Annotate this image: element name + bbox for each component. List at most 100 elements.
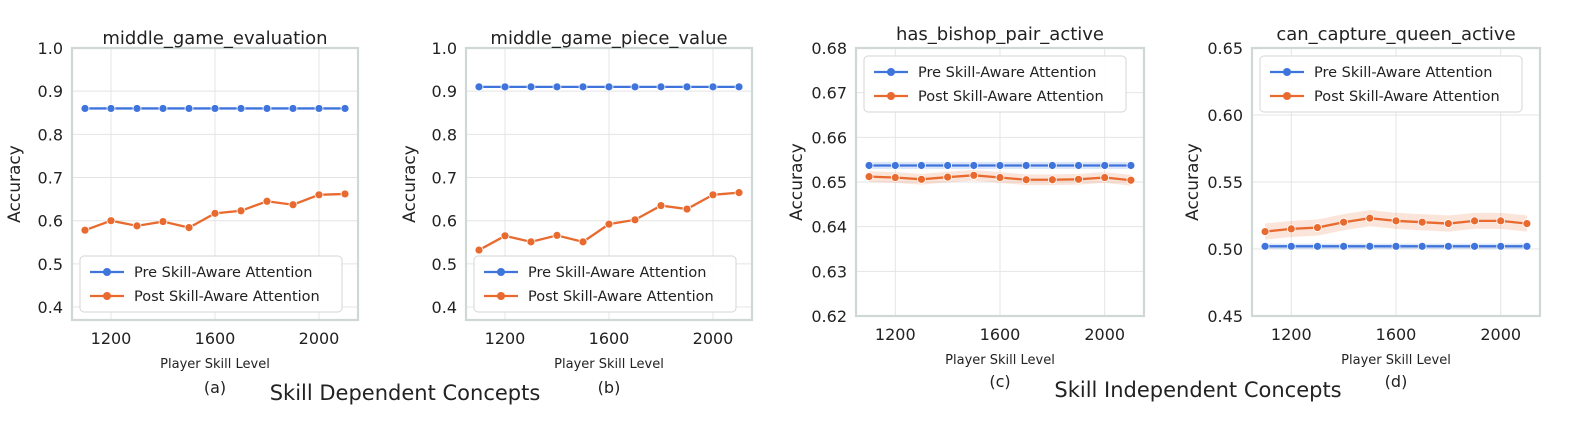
data-point — [1496, 241, 1506, 251]
data-point — [943, 161, 953, 170]
plot-frame — [70, 46, 360, 322]
y-tick-label: 0.8 — [432, 125, 457, 144]
data-point — [500, 231, 510, 241]
y-tick-label: 0.65 — [811, 173, 847, 192]
panel-sublabel: (b) — [598, 378, 621, 397]
data-point — [1260, 227, 1270, 236]
data-point — [708, 190, 718, 200]
data-point — [995, 161, 1005, 170]
data-point — [158, 104, 168, 113]
data-point — [1047, 175, 1057, 185]
data-point — [1021, 161, 1031, 170]
legend-marker — [103, 268, 111, 276]
data-point — [340, 189, 350, 199]
data-point — [1339, 241, 1349, 251]
data-point — [236, 104, 246, 113]
y-tick-label: 0.63 — [811, 262, 847, 281]
data-point — [1313, 241, 1322, 251]
x-tick-label: 1600 — [1376, 325, 1417, 344]
data-point — [314, 190, 324, 200]
data-point — [917, 174, 926, 184]
data-point — [552, 82, 562, 92]
group-label-skill-dependent: Skill Dependent Concepts — [270, 381, 541, 405]
data-point — [1391, 216, 1401, 226]
data-point — [526, 82, 536, 92]
legend-marker — [1283, 68, 1291, 76]
data-point — [890, 173, 900, 182]
data-point — [210, 104, 220, 113]
data-point — [890, 161, 900, 170]
y-tick-label: 0.45 — [1207, 307, 1243, 326]
legend-label: Post Skill-Aware Attention — [134, 289, 320, 305]
data-point — [1074, 174, 1083, 184]
x-axis-label: Player Skill Level — [1341, 353, 1451, 368]
plot-frame — [1250, 46, 1542, 318]
legend: Pre Skill-Aware Attention Post Skill-Awar… — [79, 255, 343, 313]
legend-label: Post Skill-Aware Attention — [918, 89, 1104, 105]
data-point — [1126, 161, 1136, 170]
data-point — [604, 219, 614, 229]
y-tick-label: 0.64 — [811, 218, 847, 237]
plot-frame — [464, 46, 754, 322]
data-point — [1443, 241, 1453, 251]
data-point — [210, 208, 220, 218]
legend-box — [79, 255, 343, 313]
data-point — [552, 230, 562, 240]
x-tick-label: 1200 — [875, 325, 916, 344]
y-axis-label: Accuracy — [1183, 143, 1203, 221]
data-point — [526, 237, 536, 247]
data-point — [1443, 219, 1453, 228]
data-point — [288, 200, 298, 210]
legend-marker — [887, 92, 895, 100]
data-point — [969, 161, 979, 170]
chart-panel-c: 0.62 0.63 0.64 0.65 0.66 0.67 0.68 1200 1600 2000… — [787, 24, 1146, 391]
y-tick-label: 0.6 — [432, 212, 457, 231]
data-point — [1365, 241, 1375, 251]
legend-label: Pre Skill-Aware Attention — [918, 65, 1096, 81]
data-point — [656, 82, 666, 92]
y-tick-label: 0.9 — [38, 82, 63, 101]
data-point — [1100, 173, 1110, 182]
chart-title: has_bishop_pair_active — [896, 24, 1104, 45]
y-tick-label: 1.0 — [38, 39, 63, 58]
data-point — [1522, 219, 1532, 228]
data-point — [132, 104, 142, 113]
legend-label: Pre Skill-Aware Attention — [1314, 65, 1492, 81]
data-point — [864, 161, 874, 170]
y-tick-label: 0.7 — [38, 169, 63, 188]
data-point — [734, 82, 744, 92]
data-point — [995, 173, 1005, 182]
panel-sublabel: (a) — [204, 378, 226, 397]
data-point — [1365, 213, 1375, 223]
data-point — [132, 221, 142, 231]
data-point — [682, 82, 692, 92]
legend-box — [863, 55, 1127, 113]
x-tick-label: 1600 — [195, 329, 236, 348]
y-tick-label: 0.5 — [38, 255, 63, 274]
chart-title: middle_game_piece_value — [490, 28, 727, 49]
legend-label: Post Skill-Aware Attention — [528, 289, 714, 305]
data-point — [474, 82, 484, 92]
data-point — [1522, 241, 1532, 251]
chart-title: can_capture_queen_active — [1276, 24, 1515, 45]
data-point — [1126, 175, 1136, 185]
y-tick-label: 0.7 — [432, 169, 457, 188]
legend-marker — [497, 268, 505, 276]
legend: Pre Skill-Aware Attention Post Skill-Awar… — [863, 55, 1127, 113]
chart-panel-d: 0.45 0.50 0.55 0.60 0.65 1200 1600 2000 can_capt… — [1183, 24, 1542, 391]
data-point — [1313, 223, 1322, 232]
data-point — [314, 104, 324, 113]
data-point — [184, 104, 194, 113]
data-point — [708, 82, 718, 92]
data-point — [106, 104, 116, 113]
y-tick-label: 0.68 — [811, 39, 847, 58]
data-point — [578, 82, 588, 92]
legend-label: Pre Skill-Aware Attention — [134, 265, 312, 281]
data-point — [106, 216, 116, 226]
legend: Pre Skill-Aware Attention Post Skill-Awar… — [473, 255, 737, 313]
y-tick-label: 0.9 — [432, 82, 457, 101]
legend: Pre Skill-Aware Attention Post Skill-Awar… — [1259, 55, 1523, 113]
x-tick-label: 2000 — [299, 329, 340, 348]
panel-sublabel: (d) — [1385, 372, 1408, 391]
